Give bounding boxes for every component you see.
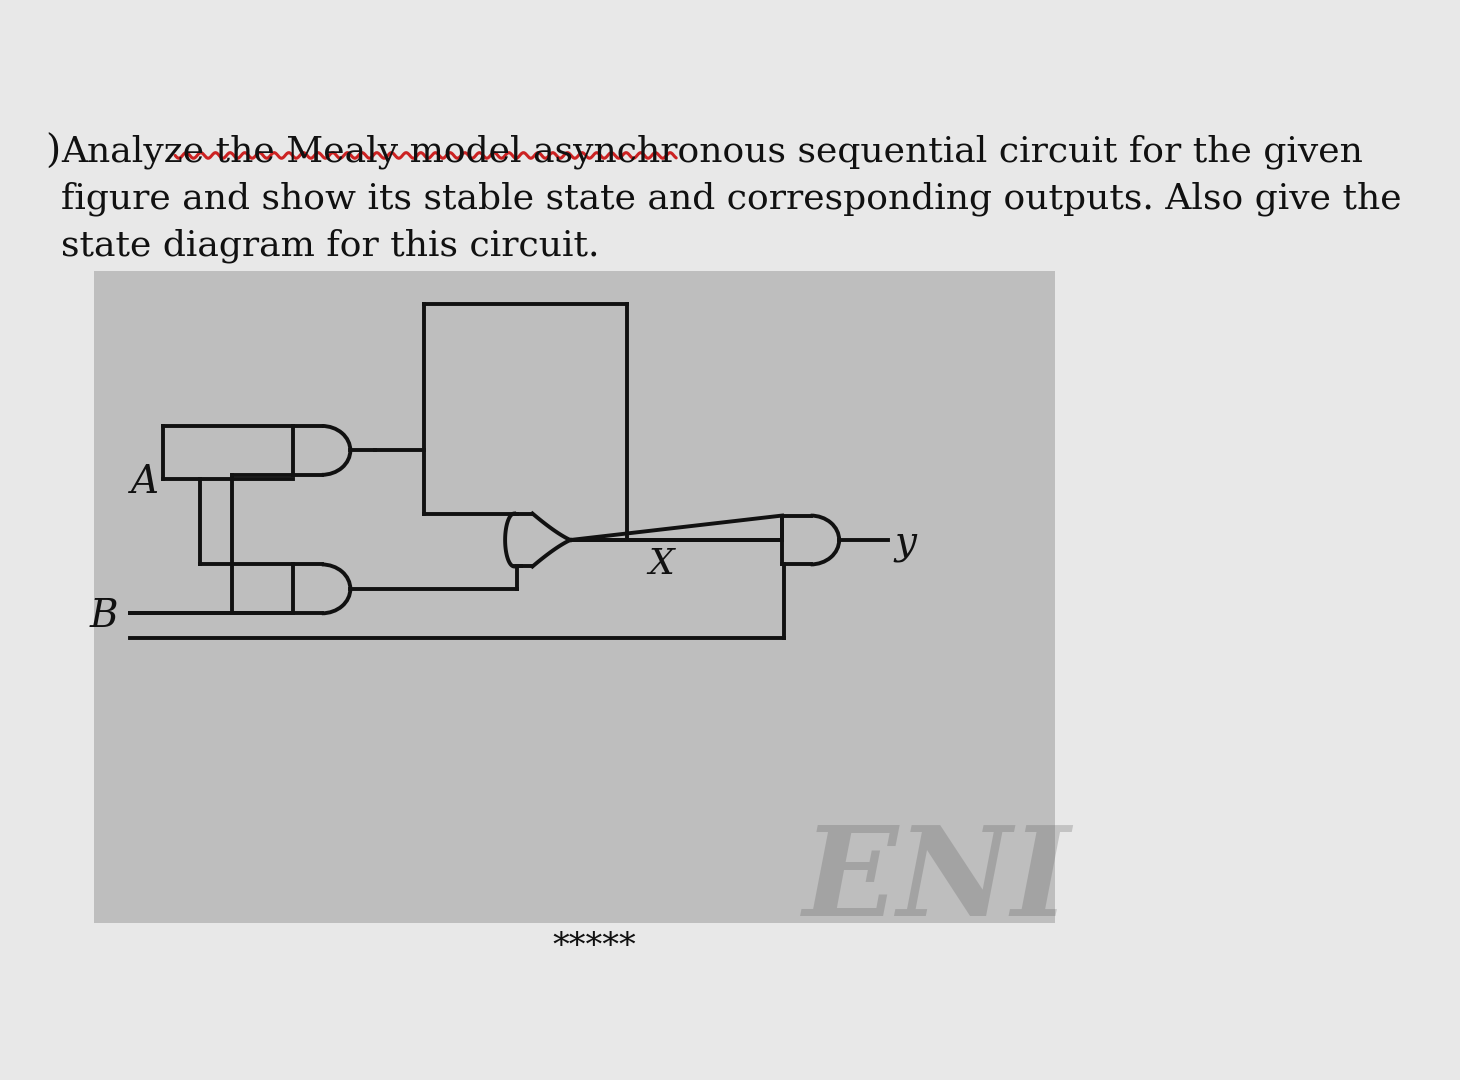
Text: ): ) bbox=[45, 134, 60, 172]
Text: ENI: ENI bbox=[803, 822, 1072, 943]
Text: y: y bbox=[895, 525, 917, 562]
Bar bbox=[93, 271, 1056, 923]
Text: *****: ***** bbox=[553, 931, 637, 963]
Text: Analyze the Mealy model asynchronous sequential circuit for the given: Analyze the Mealy model asynchronous seq… bbox=[61, 134, 1364, 168]
Text: X: X bbox=[648, 548, 673, 581]
Text: state diagram for this circuit.: state diagram for this circuit. bbox=[61, 229, 600, 264]
Text: A: A bbox=[131, 463, 159, 501]
Text: B: B bbox=[89, 598, 118, 635]
Text: figure and show its stable state and corresponding outputs. Also give the: figure and show its stable state and cor… bbox=[61, 181, 1402, 216]
